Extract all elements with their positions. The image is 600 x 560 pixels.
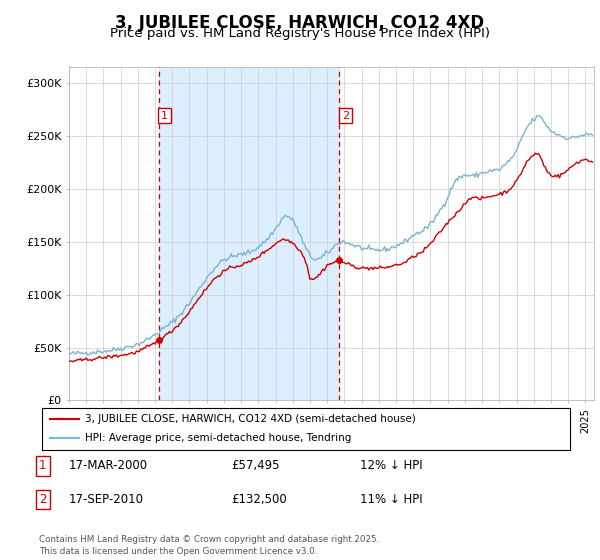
Text: 11% ↓ HPI: 11% ↓ HPI [360, 493, 422, 506]
Text: 2: 2 [342, 110, 349, 120]
Text: 12% ↓ HPI: 12% ↓ HPI [360, 459, 422, 473]
Text: Price paid vs. HM Land Registry's House Price Index (HPI): Price paid vs. HM Land Registry's House … [110, 27, 490, 40]
Text: HPI: Average price, semi-detached house, Tendring: HPI: Average price, semi-detached house,… [85, 433, 352, 444]
Text: Contains HM Land Registry data © Crown copyright and database right 2025.
This d: Contains HM Land Registry data © Crown c… [39, 535, 379, 556]
Text: £132,500: £132,500 [231, 493, 287, 506]
Bar [158, 67, 340, 400]
Text: 1: 1 [39, 459, 47, 473]
Text: 3, JUBILEE CLOSE, HARWICH, CO12 4XD (semi-detached house): 3, JUBILEE CLOSE, HARWICH, CO12 4XD (sem… [85, 414, 416, 424]
Text: 17-SEP-2010: 17-SEP-2010 [69, 493, 144, 506]
Text: 2: 2 [39, 493, 47, 506]
Text: 3, JUBILEE CLOSE, HARWICH, CO12 4XD: 3, JUBILEE CLOSE, HARWICH, CO12 4XD [115, 14, 485, 32]
Text: 1: 1 [161, 110, 168, 120]
Text: £57,495: £57,495 [231, 459, 280, 473]
Text: 17-MAR-2000: 17-MAR-2000 [69, 459, 148, 473]
